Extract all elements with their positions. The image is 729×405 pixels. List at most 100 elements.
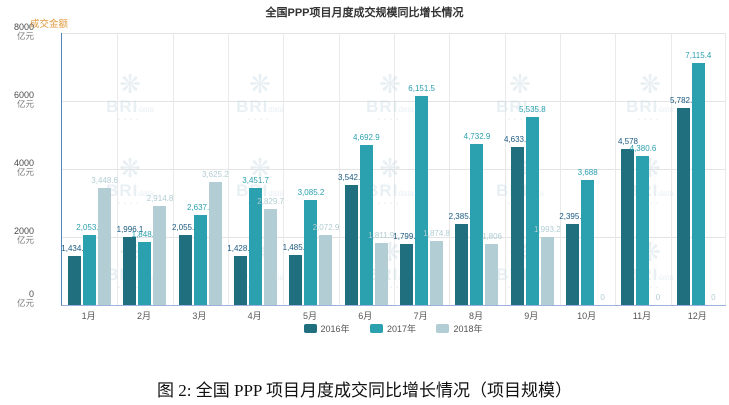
bar-value-label: 4,380.6 [629, 144, 657, 153]
bar-group-2月: 1,996.1 1,848.4 2,914.8 [117, 33, 174, 305]
bar-2016年-6月 [344, 185, 358, 305]
gridline-vertical [670, 33, 672, 305]
bar-2017年-6月 [359, 145, 373, 305]
bar-2018年-9月 [540, 237, 554, 305]
legend-item-2017: 2017年 [369, 322, 417, 335]
bar-2018年-1月 [98, 188, 112, 305]
x-tick-label-6月: 6月 [358, 311, 373, 321]
bar-2017年-1月 [83, 235, 97, 305]
bar-value-label: 2,395.5 [559, 212, 587, 221]
x-tick-label-11月: 11月 [632, 311, 652, 321]
bar-group-10月: 2,395.5 3,688 0 [559, 33, 615, 305]
bar-value-label: 4,633.6 [503, 135, 531, 144]
legend-label-2017: 2017年 [386, 324, 417, 335]
gridline-vertical [394, 33, 395, 305]
x-tick-label-3月: 3月 [192, 311, 207, 321]
bar-2018年-2月 [153, 206, 167, 305]
bar-value-label: 3,688 [577, 168, 598, 177]
bar-2018年-3月 [208, 182, 222, 305]
x-tick-label-8月: 8月 [468, 311, 483, 321]
bar-2016年-8月 [455, 224, 469, 305]
legend-label-2016: 2016年 [320, 324, 350, 335]
bar-2017年-10月 [581, 180, 595, 305]
bar-2017年-11月 [636, 156, 650, 305]
bar-group-6月: 3,542.1 4,692.9 1,811.9 [337, 33, 395, 305]
x-tick-label-4月: 4月 [247, 311, 262, 321]
legend-marker-2017 [369, 324, 383, 334]
bar-2017年-2月 [138, 242, 152, 305]
bar-value-label: 7,115.4 [685, 51, 712, 60]
y-tick-8000: 8000 亿元 [13, 22, 34, 42]
bar-value-label: 1,434.7 [61, 244, 89, 253]
legend: 2016年 2017年 2018年 [61, 320, 725, 338]
bar-value-label: 4,692.9 [352, 133, 380, 142]
legend-marker-2018 [436, 324, 450, 334]
bar-value-label: 2,055.8 [171, 223, 199, 232]
bar-value-label: 6,151.5 [408, 84, 436, 93]
x-axis-labels: 1月 2月 3月 4月 5月 6月 7月 8月 9月 10月 11月 12月 [61, 309, 725, 322]
gridline-vertical [117, 33, 119, 305]
bar-value-label: 1,993.2 [533, 225, 561, 234]
bar-value-label: 5,535.8 [518, 105, 546, 114]
bar-2017年-12月 [691, 63, 705, 305]
bar-2016年-12月 [676, 108, 690, 305]
bar-2016年-11月 [621, 149, 635, 305]
bar-2016年-4月 [234, 256, 248, 305]
bar-value-label: 3,451.7 [242, 176, 270, 185]
gridline-vertical [615, 33, 617, 305]
bar-value-label: 0 [600, 293, 605, 302]
bar-2016年-2月 [123, 237, 137, 305]
gridline-vertical [172, 33, 174, 305]
y-tick-4000: 4000 亿元 [13, 158, 34, 178]
bar-value-label: 3,542.1 [337, 173, 365, 182]
gridline-vertical [725, 33, 726, 305]
bar-2016年-1月 [68, 256, 82, 305]
bar-value-label: 1,799.0 [393, 232, 421, 241]
bar-value-label: 4,732.9 [463, 132, 491, 141]
bar-value-label: 1,428.1 [227, 244, 255, 253]
bar-group-11月: 4,578 4,380.6 0 [615, 33, 670, 305]
bar-value-label: 3,448.6 [91, 176, 119, 185]
bar-group-3月: 2,055.8 2,637.6 3,625.2 [171, 33, 229, 305]
bar-value-label: 3,625.2 [201, 170, 229, 179]
bar-value-label: 0 [655, 293, 661, 302]
gridline-vertical [338, 33, 340, 305]
x-tick-label-10月: 10月 [577, 311, 597, 321]
x-tick-label-9月: 9月 [524, 311, 539, 321]
bar-2017年-9月 [525, 117, 539, 305]
legend-item-2018: 2018年 [436, 322, 483, 335]
bar-2017年-5月 [304, 200, 318, 305]
gridline-vertical [560, 33, 561, 305]
bar-2016年-9月 [510, 147, 524, 305]
bar-value-label: 1,485.1 [282, 243, 310, 252]
bar-value-label: 2,637.6 [186, 203, 214, 212]
bar-group-4月: 1,428.1 3,451.7 2,829.7 [227, 33, 285, 305]
gridline-vertical [504, 33, 506, 305]
bar-value-label: 2,385.4 [448, 212, 476, 221]
x-tick-label-12月: 12月 [687, 311, 707, 321]
bar-2016年-7月 [400, 244, 414, 305]
bar-value-label: 2,914.8 [146, 194, 174, 203]
bar-value-label: 1,811.9 [368, 231, 395, 240]
bar-2016年-5月 [289, 255, 303, 305]
figure-caption: 图 2: 全国 PPP 项目月度成交同比增长情况（项目规模） [157, 381, 572, 400]
bar-2017年-4月 [249, 188, 263, 305]
y-axis-name: 成交金额 [30, 19, 69, 30]
bar-group-8月: 2,385.4 4,732.9 1,806 [449, 33, 504, 305]
bar-2018年-4月 [264, 209, 278, 305]
bar-group-7月: 1,799.0 6,151.5 1,874.8 [393, 33, 450, 305]
bar-2017年-7月 [415, 96, 429, 305]
legend-label-2018: 2018年 [453, 324, 483, 335]
bar-value-label: 2,829.7 [257, 197, 285, 206]
x-tick-label-7月: 7月 [413, 311, 428, 321]
bar-group-9月: 4,633.6 5,535.8 1,993.2 [503, 33, 561, 305]
bar-2016年-3月 [178, 235, 192, 305]
bar-group-12月: 5,782.3 7,115.4 0 [670, 33, 726, 305]
bar-2016年-10月 [566, 224, 580, 305]
bar-value-label: 4,578 [617, 137, 638, 146]
gridline-vertical [449, 33, 451, 305]
x-tick-label-1月: 1月 [81, 311, 96, 321]
bar-2018年-5月 [319, 235, 333, 305]
bar-value-label: 2,053.2 [76, 223, 104, 232]
